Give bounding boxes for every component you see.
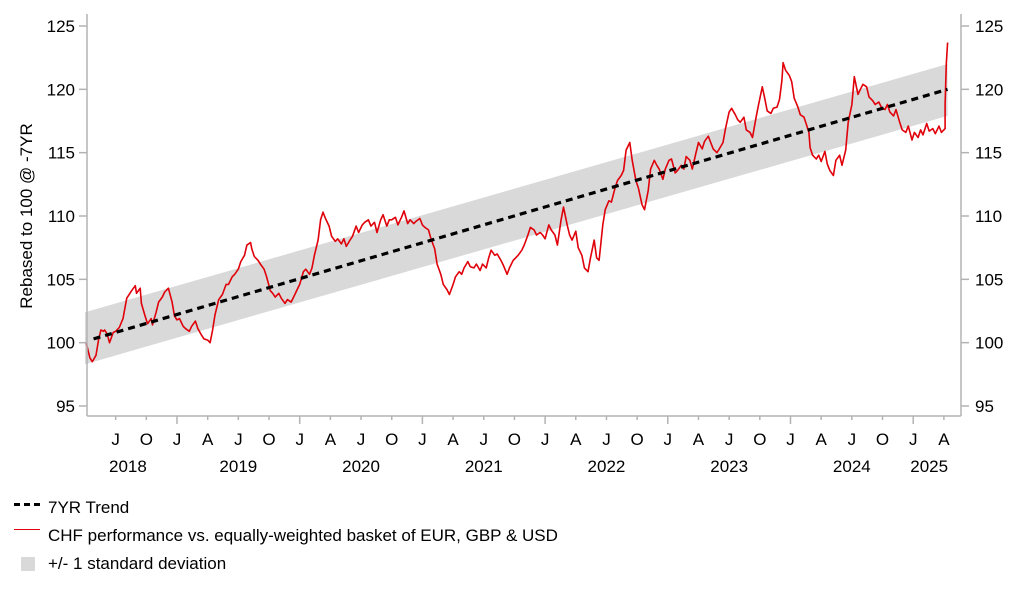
x-month-label: O bbox=[262, 430, 275, 449]
x-month-label: O bbox=[876, 430, 889, 449]
red-line-swatch-icon bbox=[14, 529, 42, 543]
x-month-label: A bbox=[693, 430, 705, 449]
x-month-label: J bbox=[786, 430, 795, 449]
x-month-label: A bbox=[938, 430, 950, 449]
x-month-label: A bbox=[570, 430, 582, 449]
x-month-label: J bbox=[909, 430, 918, 449]
y-tick-label-left: 95 bbox=[56, 397, 75, 416]
x-month-label: J bbox=[602, 430, 611, 449]
y-tick-label-right: 120 bbox=[975, 80, 1003, 99]
x-year-label: 2024 bbox=[833, 457, 871, 476]
y-tick-label-left: 105 bbox=[47, 270, 75, 289]
legend-item-chf: CHF performance vs. equally-weighted bas… bbox=[14, 522, 558, 550]
y-tick-label-right: 95 bbox=[975, 397, 994, 416]
legend-item-band: +/- 1 standard deviation bbox=[14, 550, 558, 578]
x-year-label: 2022 bbox=[588, 457, 626, 476]
x-month-label: J bbox=[234, 430, 243, 449]
x-month-label: J bbox=[725, 430, 734, 449]
y-tick-label-right: 100 bbox=[975, 334, 1003, 353]
x-month-label: O bbox=[140, 430, 153, 449]
x-month-label: O bbox=[631, 430, 644, 449]
grey-band-swatch-icon bbox=[21, 557, 35, 571]
y-tick-label-left: 125 bbox=[47, 17, 75, 36]
trend-line bbox=[93, 87, 949, 341]
x-month-label: J bbox=[357, 430, 366, 449]
std-dev-band-layer bbox=[84, 64, 948, 365]
x-month-label: J bbox=[541, 430, 550, 449]
y-tick-label-right: 125 bbox=[975, 17, 1003, 36]
y-tick-label-left: 115 bbox=[48, 144, 75, 163]
x-month-label: O bbox=[385, 430, 398, 449]
legend: 7YR Trend CHF performance vs. equally-we… bbox=[14, 494, 558, 578]
y-tick-label-left: 120 bbox=[47, 80, 75, 99]
x-year-label: 2021 bbox=[465, 457, 503, 476]
y-tick-label-right: 110 bbox=[975, 207, 1002, 226]
x-month-label: J bbox=[418, 430, 427, 449]
x-month-label: A bbox=[325, 430, 337, 449]
y-tick-label-left: 110 bbox=[48, 207, 75, 226]
x-year-label: 2023 bbox=[710, 457, 748, 476]
y-tick-label-right: 115 bbox=[975, 144, 1002, 163]
x-month-label: J bbox=[173, 430, 182, 449]
x-month-label: A bbox=[202, 430, 214, 449]
trend-layer bbox=[93, 87, 949, 341]
legend-item-trend: 7YR Trend bbox=[14, 494, 558, 522]
x-month-label: J bbox=[480, 430, 489, 449]
std-dev-band bbox=[84, 64, 948, 365]
dashed-line-swatch-icon bbox=[14, 501, 42, 515]
x-month-label: J bbox=[295, 430, 304, 449]
x-year-label: 2020 bbox=[342, 457, 380, 476]
legend-label: CHF performance vs. equally-weighted bas… bbox=[48, 526, 558, 545]
series-layer bbox=[85, 42, 949, 363]
x-month-label: J bbox=[664, 430, 673, 449]
x-month-label: O bbox=[508, 430, 521, 449]
axes: 95 95 100 100 105 105 110 110 115 115 120 120 125 125… bbox=[47, 14, 1003, 476]
legend-label: 7YR Trend bbox=[48, 498, 130, 517]
x-year-label: 2018 bbox=[109, 457, 147, 476]
x-year-label: 2019 bbox=[219, 457, 257, 476]
y-axis-label: Rebased to 100 @ -7YR bbox=[17, 123, 36, 308]
x-month-label: A bbox=[447, 430, 459, 449]
x-month-label: A bbox=[816, 430, 828, 449]
y-tick-label-right: 105 bbox=[975, 270, 1003, 289]
x-year-label: 2025 bbox=[910, 457, 948, 476]
legend-label: +/- 1 standard deviation bbox=[48, 554, 227, 573]
y-tick-label-left: 100 bbox=[47, 334, 75, 353]
x-month-label: J bbox=[111, 430, 120, 449]
x-month-label: O bbox=[753, 430, 766, 449]
x-month-label: J bbox=[848, 430, 857, 449]
chf-performance-line bbox=[85, 42, 949, 363]
